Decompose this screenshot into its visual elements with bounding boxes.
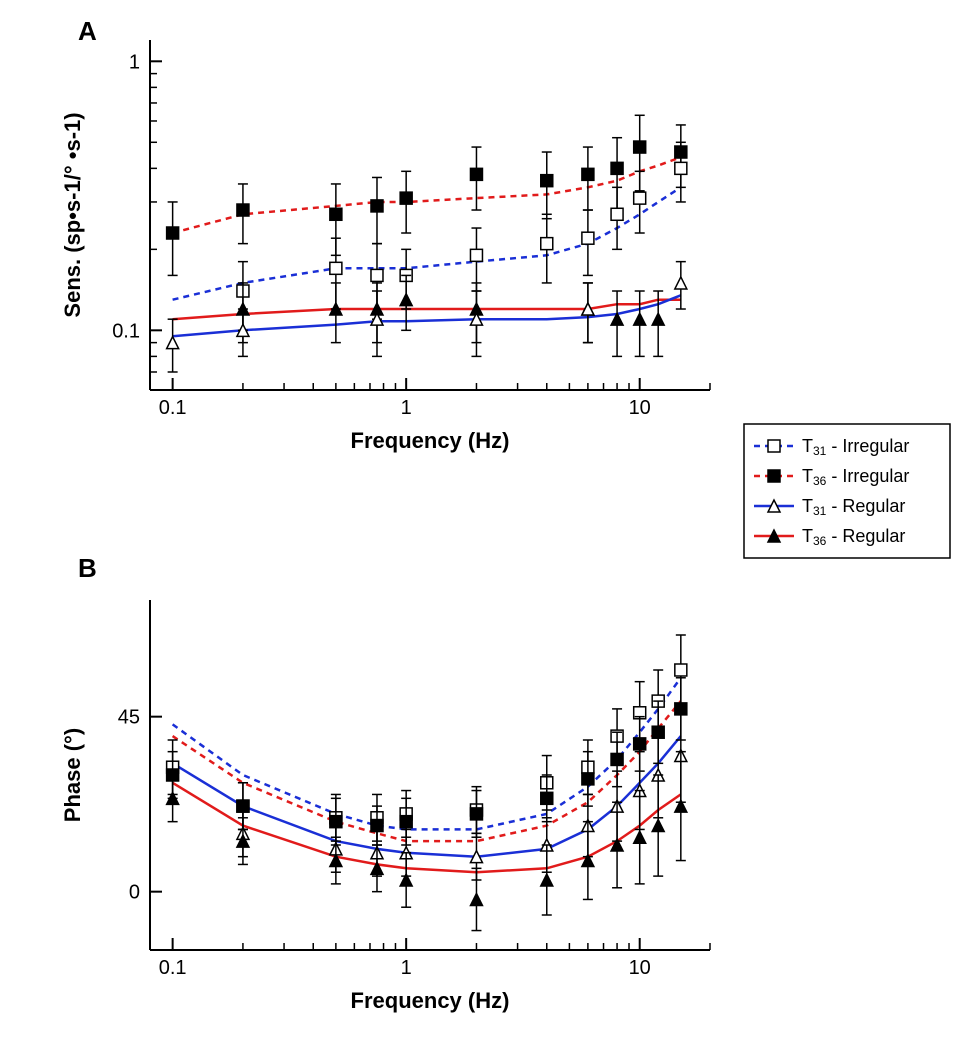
marker-square-filled [582, 168, 594, 180]
fit-T36_regular [173, 783, 681, 872]
y-tick-label: 1 [129, 51, 140, 73]
x-tick-label: 0.1 [159, 957, 187, 979]
y-axis-label: Sens. (sp•s-1/° •s-1) [60, 112, 85, 317]
x-axis-label: Frequency (Hz) [351, 988, 510, 1013]
marker-triangle-filled [400, 294, 412, 306]
marker-triangle-filled [652, 313, 664, 325]
y-tick-label: 0.1 [112, 320, 140, 342]
marker-square-filled [330, 208, 342, 220]
y-tick-label: 0 [129, 882, 140, 904]
marker-square-open [611, 208, 623, 220]
marker-square-open [675, 664, 687, 676]
marker-square-filled [400, 816, 412, 828]
panel: 0.1 1 10 0.1 1 Frequency (Hz) Sens. (sp•s-1/° … [60, 40, 710, 453]
marker-square-open [582, 232, 594, 244]
marker-square-filled [541, 175, 553, 187]
marker-square-filled [634, 141, 646, 153]
x-tick-label: 1 [401, 397, 412, 419]
marker-triangle-open [167, 337, 179, 349]
marker-square-filled [400, 192, 412, 204]
marker-triangle-filled [634, 313, 646, 325]
marker-square-open [371, 269, 383, 281]
y-tick-label: 45 [118, 707, 140, 729]
x-tick-label: 1 [401, 957, 412, 979]
marker-square-filled [582, 773, 594, 785]
marker-square-open [634, 192, 646, 204]
marker-square-open [330, 262, 342, 274]
legend: T31 - IrregularT36 - IrregularT31 - Regu… [744, 424, 950, 558]
marker-square-filled [470, 168, 482, 180]
x-axis-label: Frequency (Hz) [351, 428, 510, 453]
marker-square-open [541, 238, 553, 250]
marker-square-filled [611, 162, 623, 174]
panel: 0.1 1 10 0 45 Frequency (Hz) Phase (°) [60, 600, 710, 1013]
marker-square-filled [371, 200, 383, 212]
x-tick-label: 0.1 [159, 397, 187, 419]
marker-triangle-filled [541, 874, 553, 886]
marker-square-open [470, 249, 482, 261]
marker-square-filled [167, 227, 179, 239]
x-tick-label: 10 [629, 397, 651, 419]
marker-square-filled [634, 738, 646, 750]
fit-T36_irregular [173, 157, 681, 233]
marker-square-filled [768, 470, 780, 482]
marker-square-filled [470, 808, 482, 820]
marker-square-open [675, 162, 687, 174]
marker-square-open [768, 440, 780, 452]
panel-label-A: A [78, 16, 97, 46]
marker-triangle-open [675, 277, 687, 289]
y-axis-label: Phase (°) [60, 728, 85, 822]
panel-label-B: B [78, 553, 97, 583]
fit-T31_regular [173, 295, 681, 336]
marker-triangle-filled [470, 893, 482, 905]
marker-square-filled [237, 204, 249, 216]
x-tick-label: 10 [629, 957, 651, 979]
marker-triangle-filled [634, 831, 646, 843]
marker-square-filled [611, 753, 623, 765]
marker-triangle-filled [652, 820, 664, 832]
marker-square-filled [541, 792, 553, 804]
